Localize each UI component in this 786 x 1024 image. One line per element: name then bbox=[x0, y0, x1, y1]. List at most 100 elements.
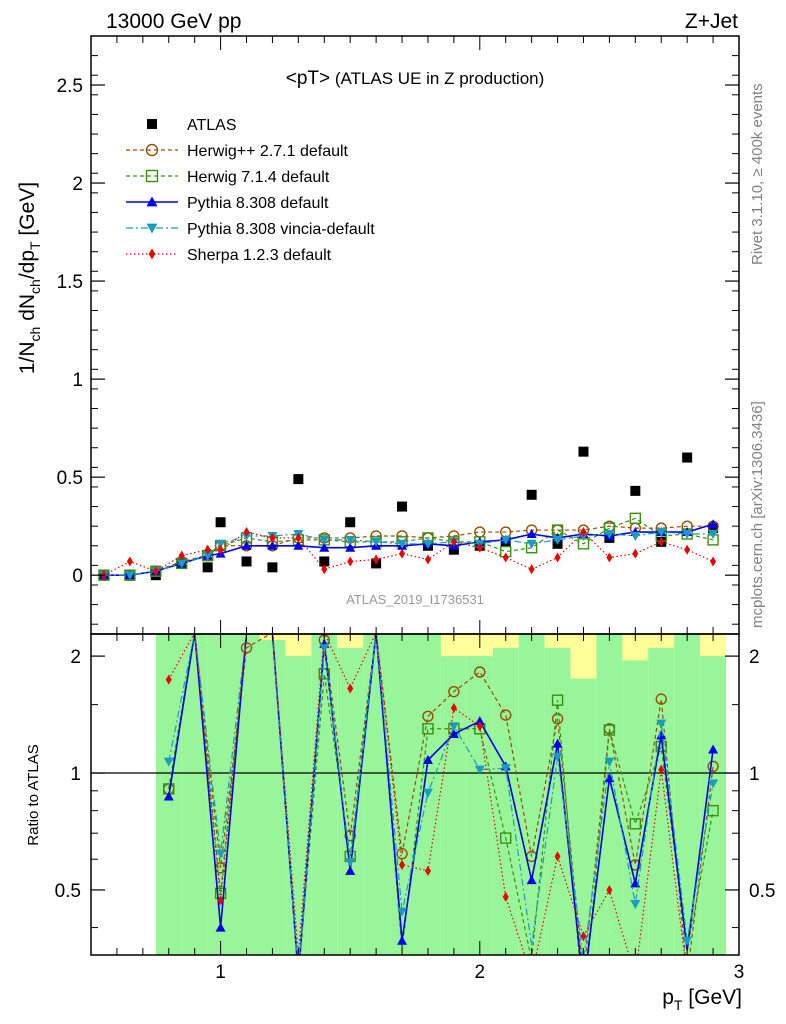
ratio-y-tick-label-left: 0.5 bbox=[55, 881, 81, 902]
data-point-sherpa bbox=[152, 566, 159, 577]
data-point-vincia bbox=[202, 551, 213, 561]
data-point-vincia bbox=[552, 535, 563, 545]
ratio-line-herwig_pp bbox=[168, 634, 714, 955]
data-point-vincia bbox=[526, 539, 537, 549]
plot-title-main: <pT> bbox=[286, 68, 330, 89]
legend-marker-atlas bbox=[147, 119, 157, 129]
band-inner-bin bbox=[233, 634, 260, 955]
legend-marker-vincia bbox=[146, 223, 158, 234]
ratio-point-sherpa bbox=[606, 884, 613, 895]
legend-label-sherpa: Sherpa 1.2.3 default bbox=[187, 247, 332, 264]
ratio-point-pythia bbox=[422, 755, 433, 765]
data-point-sherpa bbox=[321, 564, 328, 575]
data-point-atlas bbox=[345, 517, 356, 528]
series-line-sherpa bbox=[103, 531, 714, 576]
ratio-panel-marks bbox=[91, 634, 739, 955]
mcplots-label: mcplots.cern.ch [arXiv:1306.3436] bbox=[749, 401, 766, 628]
data-point-sherpa bbox=[178, 550, 185, 561]
legend-marker-pythia bbox=[146, 196, 158, 207]
main-y-tick-label: 2.5 bbox=[57, 76, 83, 97]
ratio-point-vincia bbox=[500, 764, 511, 774]
ratio-point-vincia bbox=[345, 858, 356, 868]
analysis-tag: ATLAS_2019_I1736531 bbox=[346, 592, 484, 607]
data-point-pythia bbox=[267, 540, 278, 550]
band-inner-bin bbox=[389, 634, 415, 955]
ratio-point-vincia bbox=[552, 752, 563, 762]
band-inner-bin bbox=[311, 634, 338, 955]
main-y-axis-label: 1/Nch dNch/dpT [GeV] bbox=[16, 182, 43, 374]
ratio-point-vincia bbox=[163, 757, 174, 767]
legend-marker-herwig7 bbox=[145, 169, 159, 183]
band-inner-bin bbox=[492, 647, 519, 955]
data-point-atlas bbox=[319, 556, 330, 567]
ratio-point-herwig7 bbox=[500, 832, 512, 844]
data-point-sherpa bbox=[710, 556, 717, 567]
data-point-atlas bbox=[397, 501, 408, 512]
data-point-atlas bbox=[267, 562, 278, 573]
ratio-y-tick-label-left: 1 bbox=[70, 764, 81, 785]
ratio-point-pythia bbox=[397, 935, 408, 945]
data-point-atlas bbox=[578, 446, 589, 457]
ratio-point-sherpa bbox=[580, 931, 587, 942]
ratio-y-tick-label-right: 2 bbox=[749, 647, 760, 668]
ratio-point-herwig_pp bbox=[500, 709, 512, 721]
ratio-point-herwig_pp bbox=[707, 760, 719, 773]
data-point-sherpa bbox=[476, 542, 483, 553]
data-point-vincia bbox=[397, 539, 408, 549]
ratio-point-herwig7 bbox=[603, 724, 616, 736]
data-point-pythia bbox=[241, 540, 252, 550]
ratio-point-pythia bbox=[345, 865, 356, 875]
data-point-pythia bbox=[708, 519, 719, 529]
data-point-sherpa bbox=[204, 544, 211, 555]
ratio-point-pythia bbox=[474, 716, 485, 726]
data-point-sherpa bbox=[295, 532, 302, 543]
data-point-vincia bbox=[371, 537, 382, 547]
data-point-vincia bbox=[422, 539, 433, 549]
data-point-sherpa bbox=[502, 552, 509, 563]
ratio-point-vincia bbox=[708, 779, 719, 789]
band-inner-bin bbox=[363, 634, 390, 955]
data-point-sherpa bbox=[450, 536, 457, 547]
data-point-pythia bbox=[319, 542, 330, 552]
data-point-vincia bbox=[656, 528, 667, 538]
ratio-point-herwig_pp bbox=[240, 642, 253, 654]
ratio-point-herwig7 bbox=[422, 723, 434, 735]
header-right: Z+Jet bbox=[685, 10, 738, 33]
data-point-vincia bbox=[124, 571, 135, 581]
ratio-point-vincia bbox=[604, 757, 615, 767]
data-point-sherpa bbox=[217, 544, 224, 555]
ratio-point-sherpa bbox=[424, 865, 431, 876]
plot-title-sub: (ATLAS UE in Z production) bbox=[330, 69, 544, 88]
plot-title: <pT> (ATLAS UE in Z production) bbox=[286, 68, 545, 89]
ratio-point-sherpa bbox=[502, 891, 509, 902]
ratio-point-sherpa bbox=[658, 764, 665, 775]
band-inner-bin bbox=[518, 634, 545, 955]
ratio-line-pythia bbox=[167, 634, 714, 955]
ratio-point-vincia bbox=[422, 788, 433, 798]
ratio-point-sherpa bbox=[217, 895, 224, 906]
legend-label-herwig7: Herwig 7.1.4 default bbox=[187, 169, 330, 186]
ratio-point-herwig7 bbox=[318, 668, 330, 680]
main-panel-marks bbox=[98, 446, 719, 581]
ratio-point-pythia bbox=[215, 922, 226, 932]
ratio-y-tick-label-right: 0.5 bbox=[749, 881, 775, 902]
x-tick-label: 3 bbox=[734, 962, 745, 983]
data-point-sherpa bbox=[632, 548, 639, 559]
ratio-point-vincia bbox=[215, 849, 226, 859]
data-point-sherpa bbox=[684, 544, 691, 555]
series-line-pythia bbox=[103, 523, 714, 576]
axes-frames bbox=[90, 35, 740, 956]
ratio-y-axis-label: Ratio to ATLAS bbox=[25, 744, 42, 845]
band-inner-bin bbox=[259, 640, 286, 955]
ratio-point-herwig7 bbox=[551, 694, 564, 706]
legend-marker-sherpa bbox=[148, 248, 156, 260]
ratio-point-pythia bbox=[448, 729, 459, 739]
x-tick-label: 2 bbox=[475, 962, 486, 983]
data-point-atlas bbox=[293, 474, 304, 485]
data-point-vincia bbox=[500, 535, 511, 545]
data-point-vincia bbox=[630, 531, 641, 541]
data-point-sherpa bbox=[399, 548, 406, 559]
band-inner-bin bbox=[596, 634, 623, 955]
data-point-atlas bbox=[241, 556, 252, 567]
